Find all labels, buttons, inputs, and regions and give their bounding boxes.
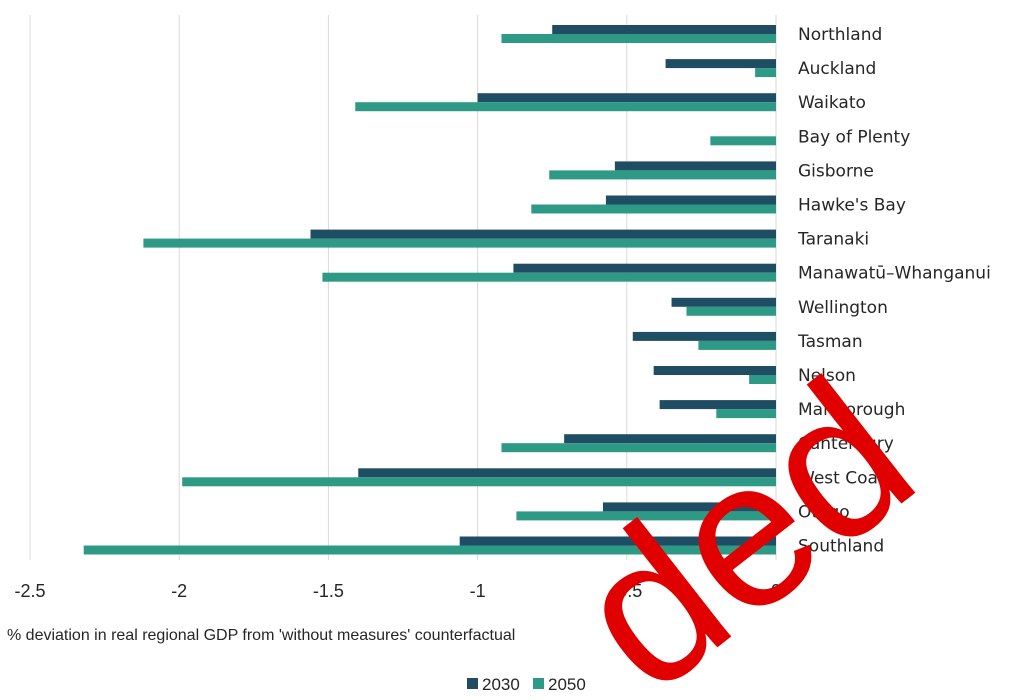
bar-2030 (564, 434, 776, 444)
bar-2030 (602, 502, 776, 512)
bar-2050 (143, 238, 777, 248)
bar-2050 (549, 170, 776, 180)
bar-2050 (755, 68, 776, 78)
bar-2050 (322, 272, 776, 282)
bar-2050 (501, 34, 776, 43)
bar-2030 (358, 468, 776, 478)
bar-2050 (516, 511, 776, 521)
legend-swatch-2030 (467, 678, 478, 689)
bar-2050 (710, 136, 776, 146)
category-label: Manawatū–Whanganui (798, 264, 991, 284)
category-label: Southland (798, 537, 884, 557)
legend-swatch-2050 (533, 678, 544, 689)
bar-2050 (182, 477, 776, 487)
bar-2030 (671, 297, 776, 307)
bar-2030 (477, 93, 776, 103)
bar-2030 (614, 161, 776, 171)
x-axis-tick-labels: -2.5 -2 -1.5 -1 -0.5 0 (14, 581, 781, 601)
x-tick-label: 0 (771, 581, 781, 601)
bar-2030 (459, 536, 776, 546)
bar-2050 (749, 375, 776, 384)
bar-2050 (716, 409, 776, 419)
bar-2030 (513, 263, 776, 273)
bar-2030 (310, 229, 776, 239)
x-tick-label: -0.5 (611, 581, 642, 601)
watermark-text: ded (533, 335, 954, 700)
category-label: Auckland (798, 59, 876, 79)
bar-2030 (552, 25, 776, 34)
legend-label: 2030 (482, 675, 520, 694)
category-label: Waikato (798, 93, 866, 113)
category-label: Hawke's Bay (798, 196, 906, 216)
bar-2030 (653, 366, 776, 375)
category-label: Otago (798, 502, 850, 522)
legend: 2030 2050 (467, 675, 586, 694)
category-label: Gisborne (798, 161, 874, 181)
bar-2050 (531, 204, 776, 214)
category-label: Tasman (797, 332, 863, 352)
category-label: Wellington (798, 298, 888, 318)
category-label: West Coast (798, 468, 894, 488)
bar-2030 (665, 59, 776, 69)
category-label: Taranaki (797, 230, 869, 250)
x-tick-label: -1 (470, 581, 486, 601)
bar-2030 (659, 400, 776, 410)
bar-2030 (632, 331, 776, 341)
category-label: Northland (798, 25, 882, 45)
category-labels: Northland Auckland Waikato Bay of Plenty Gis… (797, 25, 991, 557)
category-label: Marlborough (798, 400, 905, 420)
bar-2050 (83, 545, 777, 555)
x-tick-label: -2.5 (14, 581, 45, 601)
bar-2050 (686, 306, 776, 316)
bar-2050 (355, 102, 776, 112)
bars (83, 25, 777, 555)
legend-label: 2050 (548, 675, 586, 694)
bar-2050 (698, 340, 776, 350)
category-label: Bay of Plenty (798, 127, 910, 147)
x-axis-title: % deviation in real regional GDP from 'w… (7, 627, 515, 644)
bar-2030 (605, 195, 776, 205)
x-tick-label: -1.5 (313, 581, 344, 601)
bar-2050 (501, 443, 776, 453)
category-label: Nelson (798, 366, 856, 386)
category-label: Canterbury (798, 434, 894, 454)
x-tick-label: -2 (171, 581, 187, 601)
